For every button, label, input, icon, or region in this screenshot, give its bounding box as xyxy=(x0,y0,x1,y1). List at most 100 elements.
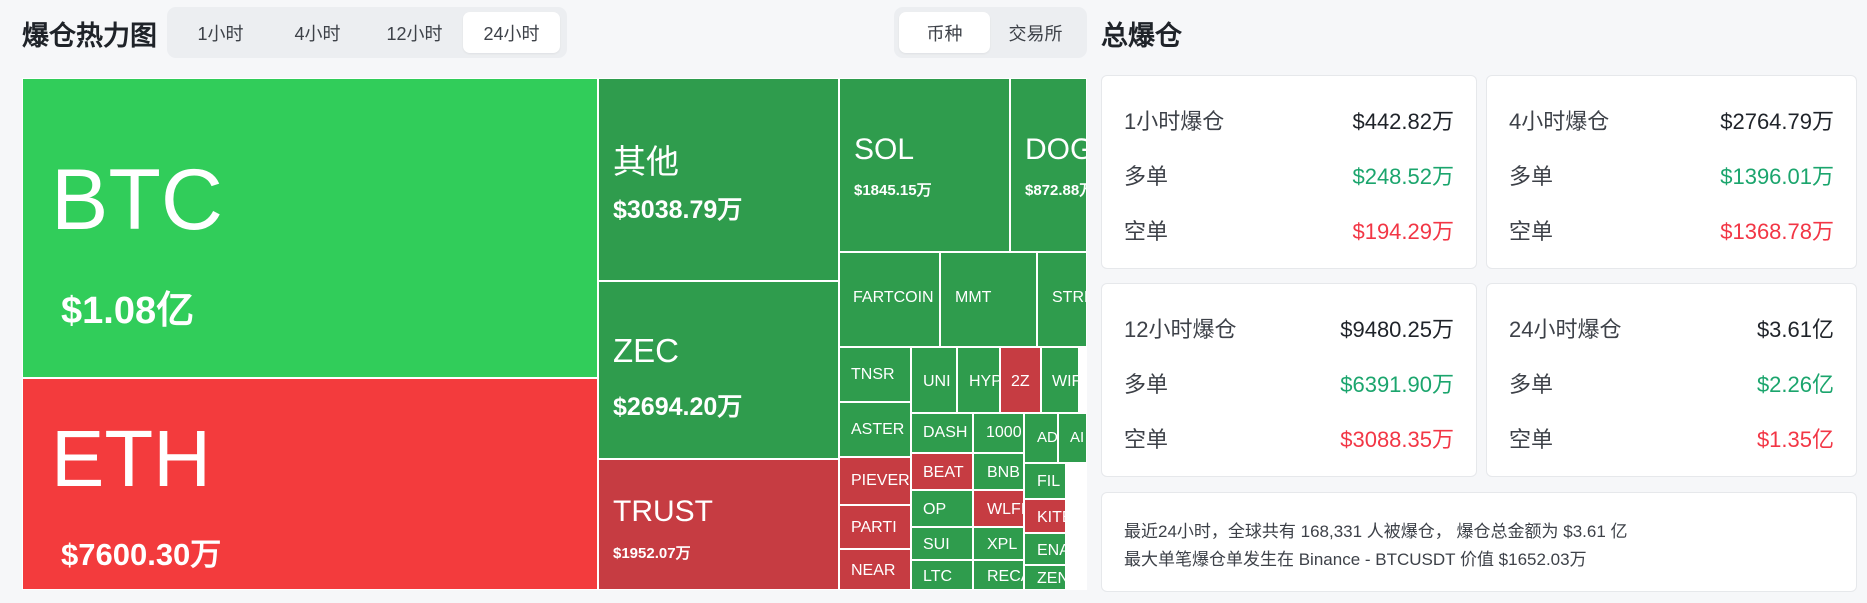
tab-24h[interactable]: 24小时 xyxy=(463,12,560,53)
tile-symbol: AI xyxy=(1070,429,1085,446)
heatmap-tile-2z[interactable]: 2Z xyxy=(1000,347,1041,413)
short-value: $1368.78万 xyxy=(1720,219,1834,244)
tile-symbol: BNB xyxy=(987,464,1020,481)
tile-symbol: ETH xyxy=(51,414,211,503)
heatmap-tile-trust[interactable]: TRUST $1952.07万 xyxy=(598,459,839,590)
long-label: 多单 xyxy=(1124,164,1169,189)
short-label: 空单 xyxy=(1509,427,1554,452)
tile-symbol: AD xyxy=(1037,429,1058,446)
tile-symbol: DOGE xyxy=(1025,133,1086,166)
tile-symbol: BEAT xyxy=(923,464,964,481)
tile-symbol: SOL xyxy=(854,133,915,166)
heatmap-tile-zec[interactable]: ZEC $2694.20万 xyxy=(598,281,839,459)
heatmap-tile-eth[interactable]: ETH $7600.30万 xyxy=(22,378,598,590)
long-value: $248.52万 xyxy=(1352,164,1454,189)
view-mode-selector: 币种 交易所 xyxy=(894,7,1087,58)
tile-symbol: PARTI xyxy=(851,519,897,536)
heatmap-tile-ad[interactable]: AD xyxy=(1024,413,1058,463)
heatmap-title: 爆仓热力图 xyxy=(22,21,157,51)
time-range-selector: 1小时 4小时 12小时 24小时 xyxy=(167,7,567,58)
long-value: $6391.90万 xyxy=(1340,372,1454,397)
heatmap-tile-zen[interactable]: ZEN xyxy=(1024,565,1066,590)
heatmap-tile-1000[interactable]: 1000 xyxy=(973,413,1024,453)
tab-1h[interactable]: 1小时 xyxy=(197,23,244,44)
heatmap-tile-strk[interactable]: STRK xyxy=(1037,252,1087,347)
liquidation-heatmap: BTC $1.08亿 ETH $7600.30万 其他 $3038.79万 ZEC $2694… xyxy=(22,78,1087,590)
heatmap-tile-kite[interactable]: KITE xyxy=(1024,499,1066,533)
short-label: 空单 xyxy=(1124,219,1169,244)
heatmap-tile-fartcoin[interactable]: FARTCOIN xyxy=(839,252,940,347)
card-title: 4小时爆仓 xyxy=(1509,109,1610,134)
heatmap-tile-wlfi[interactable]: WLFI xyxy=(973,490,1024,527)
short-label: 空单 xyxy=(1124,427,1169,452)
long-label: 多单 xyxy=(1124,372,1169,397)
tile-symbol: STRK xyxy=(1052,289,1086,306)
heatmap-tile-doge[interactable]: DOGE $872.88万 xyxy=(1010,78,1087,252)
tab-by-coin[interactable]: 币种 xyxy=(899,12,990,53)
tile-symbol: TNSR xyxy=(851,366,895,383)
tile-symbol: TRUST xyxy=(613,495,713,528)
heatmap-tile-其他[interactable]: 其他 $3038.79万 xyxy=(598,78,839,281)
heatmap-tile-mmt[interactable]: MMT xyxy=(940,252,1037,347)
card-title: 12小时爆仓 xyxy=(1124,317,1237,342)
summary-line-total: 最近24小时，全球共有 168,331 人被爆仓， 爆仓总金额为 $3.61 亿 xyxy=(1124,522,1628,541)
tab-4h[interactable]: 4小时 xyxy=(294,23,341,44)
card-title: 1小时爆仓 xyxy=(1124,109,1225,134)
heatmap-tile-btc[interactable]: BTC $1.08亿 xyxy=(22,78,598,378)
tile-symbol: MMT xyxy=(955,289,992,306)
card-total: $2764.79万 xyxy=(1720,109,1834,134)
card-total: $442.82万 xyxy=(1352,109,1454,134)
heatmap-tile-ltc[interactable]: LTC xyxy=(911,560,973,590)
tab-by-exchange[interactable]: 交易所 xyxy=(1008,23,1063,44)
card-12h: 12小时爆仓 $9480.25万 多单 $6391.90万 空单 $3088.35万 xyxy=(1101,283,1477,477)
heatmap-tile-parti[interactable]: PARTI xyxy=(839,505,911,549)
tab-12h[interactable]: 12小时 xyxy=(386,23,443,44)
heatmap-tile-bnb[interactable]: BNB xyxy=(973,453,1024,490)
short-value: $194.29万 xyxy=(1352,219,1454,244)
heatmap-tile-fil[interactable]: FIL xyxy=(1024,463,1066,499)
tile-symbol: BTC xyxy=(51,152,223,248)
long-label: 多单 xyxy=(1509,372,1554,397)
tile-value: $872.88万 xyxy=(1025,182,1086,199)
total-liquidation-title: 总爆仓 xyxy=(1101,21,1182,51)
heatmap-tile-op[interactable]: OP xyxy=(911,490,973,527)
card-1h: 1小时爆仓 $442.82万 多单 $248.52万 空单 $194.29万 xyxy=(1101,75,1477,269)
heatmap-tile-recall[interactable]: RECALL xyxy=(973,560,1024,590)
tile-symbol: RECALL xyxy=(987,568,1023,585)
tile-symbol: ZEN xyxy=(1037,570,1066,587)
heatmap-tile-pieverse[interactable]: PIEVERSE xyxy=(839,457,911,505)
tile-symbol: ZEC xyxy=(613,332,679,369)
tile-symbol: 其他 xyxy=(613,143,679,180)
heatmap-tile-ena[interactable]: ENA xyxy=(1024,533,1066,565)
tile-symbol: OP xyxy=(923,501,947,518)
long-value: $2.26亿 xyxy=(1756,372,1834,397)
short-value: $3088.35万 xyxy=(1340,427,1454,452)
heatmap-tile-sol[interactable]: SOL $1845.15万 xyxy=(839,78,1010,252)
heatmap-tile-dash[interactable]: DASH xyxy=(911,413,973,453)
heatmap-tile-beat[interactable]: BEAT xyxy=(911,453,973,490)
heatmap-tile-sui[interactable]: SUI xyxy=(911,527,973,560)
heatmap-tile-ai[interactable]: AI xyxy=(1058,413,1087,463)
tile-value: $1.08亿 xyxy=(61,290,195,332)
short-value: $1.35亿 xyxy=(1756,427,1834,452)
tile-symbol: FIL xyxy=(1037,473,1061,490)
heatmap-tile-uni[interactable]: UNI xyxy=(911,347,957,413)
heatmap-tile-near[interactable]: NEAR xyxy=(839,549,911,590)
tile-symbol: ENA xyxy=(1037,542,1065,559)
tile-value: $3038.79万 xyxy=(613,196,743,224)
long-value: $1396.01万 xyxy=(1720,164,1834,189)
long-label: 多单 xyxy=(1509,164,1554,189)
tile-value: $1845.15万 xyxy=(854,182,932,199)
summary-line-largest: 最大单笔爆仓单发生在 Binance - BTCUSDT 价值 $1652.03… xyxy=(1124,550,1587,569)
heatmap-tile-hype[interactable]: HYPE xyxy=(957,347,1000,413)
heatmap-tile-tnsr[interactable]: TNSR xyxy=(839,347,911,402)
tile-symbol: SUI xyxy=(923,536,950,553)
tile-value: $1952.07万 xyxy=(613,545,691,562)
heatmap-tile-xpl[interactable]: XPL xyxy=(973,527,1024,560)
heatmap-tile-aster[interactable]: ASTER xyxy=(839,402,911,457)
tile-symbol: 1000 xyxy=(986,424,1022,441)
tile-symbol: LTC xyxy=(923,568,953,585)
tile-symbol: DASH xyxy=(923,424,968,441)
card-4h: 4小时爆仓 $2764.79万 多单 $1396.01万 空单 $1368.78万 xyxy=(1486,75,1857,269)
heatmap-tile-wif[interactable]: WIF xyxy=(1041,347,1079,413)
